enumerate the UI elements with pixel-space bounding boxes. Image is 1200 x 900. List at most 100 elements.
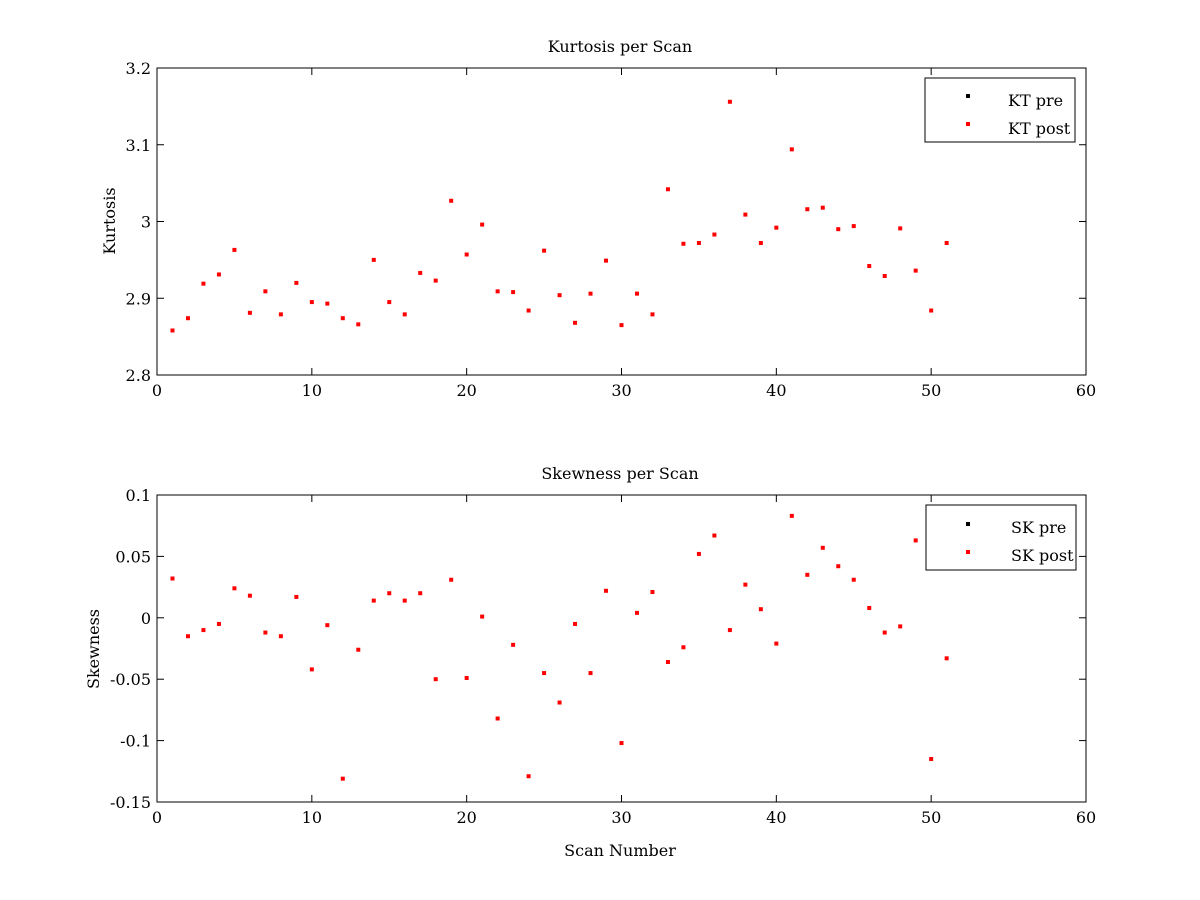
kurtosis-data-point <box>542 248 547 253</box>
kurtosis-data-point <box>650 312 655 317</box>
kurtosis-data-point <box>557 293 562 298</box>
skewness-y-tick-label: -0.05 <box>110 670 151 689</box>
skewness-legend-marker-post <box>966 550 970 554</box>
skewness-data-point <box>619 741 624 746</box>
skewness-data-point <box>913 538 918 543</box>
kurtosis-y-tick-label: 3.1 <box>126 136 151 155</box>
kurtosis-data-point <box>263 289 268 294</box>
kurtosis-data-point <box>851 224 856 229</box>
kurtosis-data-point <box>495 289 500 294</box>
kurtosis-data-point <box>232 247 237 252</box>
skewness-data-point <box>449 577 454 582</box>
kurtosis-data-point <box>634 291 639 296</box>
kurtosis-data-point <box>805 207 810 212</box>
kurtosis-y-tick-label: 2.9 <box>126 289 151 308</box>
kurtosis-data-point <box>882 273 887 278</box>
skewness-y-tick-label: 0.1 <box>126 486 151 505</box>
kurtosis-x-tick-label: 60 <box>1076 381 1096 400</box>
kurtosis-data-point <box>820 205 825 210</box>
skewness-data-point <box>634 610 639 615</box>
kurtosis-data-point <box>511 290 516 295</box>
skewness-data-point <box>836 564 841 569</box>
skewness-data-point <box>789 513 794 518</box>
skewness-data-point <box>480 614 485 619</box>
skewness-chart-title: Skewness per Scan <box>541 464 698 483</box>
skewness-data-point <box>247 593 252 598</box>
kurtosis-legend-marker-post <box>966 122 970 126</box>
skewness-y-tick-label: -0.15 <box>110 793 151 812</box>
kurtosis-data-point <box>665 187 670 192</box>
skewness-x-tick-label: 30 <box>611 808 631 827</box>
kurtosis-data-point <box>743 212 748 217</box>
skewness-data-point <box>216 621 221 626</box>
skewness-data-point <box>232 586 237 591</box>
skewness-data-point <box>820 545 825 550</box>
skewness-data-point <box>201 628 206 633</box>
kurtosis-data-point <box>402 312 407 317</box>
skewness-data-point <box>696 551 701 556</box>
kurtosis-data-point <box>340 316 345 321</box>
skewness-data-point <box>511 642 516 647</box>
kurtosis-data-point <box>201 281 206 286</box>
kurtosis-legend: KT pre KT post <box>924 77 1076 143</box>
skewness-x-tick-label: 40 <box>766 808 786 827</box>
kurtosis-x-tick-label: 30 <box>611 381 631 400</box>
kurtosis-data-point <box>356 322 361 327</box>
kurtosis-data-point <box>588 291 593 296</box>
skewness-data-point <box>867 605 872 610</box>
skewness-data-point <box>743 582 748 587</box>
kurtosis-points <box>170 99 949 333</box>
skewness-data-point <box>898 624 903 629</box>
kurtosis-x-tick-label: 0 <box>152 381 162 400</box>
skewness-legend: SK pre SK post <box>925 504 1077 571</box>
skewness-data-point <box>464 675 469 680</box>
skewness-y-tick-label: -0.1 <box>120 732 151 751</box>
skewness-data-point <box>727 628 732 633</box>
skewness-data-point <box>758 607 763 612</box>
kurtosis-chart-title: Kurtosis per Scan <box>548 37 692 56</box>
kurtosis-y-tick-label: 3.2 <box>126 59 151 78</box>
kurtosis-legend-label-post: KT post <box>1008 119 1071 138</box>
kurtosis-data-point <box>464 252 469 257</box>
kurtosis-data-point <box>929 308 934 313</box>
skewness-data-point <box>681 645 686 650</box>
kurtosis-data-point <box>774 225 779 230</box>
x-axis-label: Scan Number <box>564 841 676 860</box>
kurtosis-data-point <box>371 257 376 262</box>
skewness-data-point <box>774 641 779 646</box>
kurtosis-legend-label-pre: KT pre <box>1008 91 1063 110</box>
skewness-data-point <box>325 623 330 628</box>
kurtosis-y-tick-label: 2.8 <box>126 366 151 385</box>
kurtosis-data-point <box>170 328 175 333</box>
kurtosis-data-point <box>433 278 438 283</box>
skewness-data-point <box>418 591 423 596</box>
kurtosis-data-point <box>387 300 392 305</box>
skewness-data-point <box>944 656 949 661</box>
kurtosis-data-point <box>789 147 794 152</box>
skewness-data-point <box>340 776 345 781</box>
kurtosis-data-point <box>604 258 609 263</box>
kurtosis-data-point <box>418 270 423 275</box>
skewness-panel: Skewness per Scan Skewness Scan Number 0… <box>84 464 1096 860</box>
kurtosis-x-tick-label: 20 <box>456 381 476 400</box>
kurtosis-data-point <box>526 308 531 313</box>
skewness-data-point <box>387 591 392 596</box>
kurtosis-data-point <box>573 320 578 325</box>
kurtosis-data-point <box>294 280 299 285</box>
skewness-x-tick-label: 10 <box>302 808 322 827</box>
skewness-legend-marker-pre <box>966 522 970 526</box>
kurtosis-data-point <box>898 226 903 231</box>
kurtosis-data-point <box>247 310 252 315</box>
skewness-y-axis-label: Skewness <box>84 609 103 689</box>
skewness-legend-label-pre: SK pre <box>1011 518 1066 537</box>
skewness-data-point <box>557 700 562 705</box>
skewness-x-tick-label: 0 <box>152 808 162 827</box>
skewness-x-tick-label: 20 <box>456 808 476 827</box>
skewness-data-point <box>309 667 314 672</box>
skewness-y-tick-label: 0 <box>141 609 151 628</box>
kurtosis-data-point <box>696 240 701 245</box>
skewness-data-point <box>588 671 593 676</box>
skewness-ticks: 0 10 20 30 40 50 60 -0.15 -0.1 -0.05 0 0.05 0.1 <box>110 486 1096 827</box>
kurtosis-data-point <box>758 240 763 245</box>
